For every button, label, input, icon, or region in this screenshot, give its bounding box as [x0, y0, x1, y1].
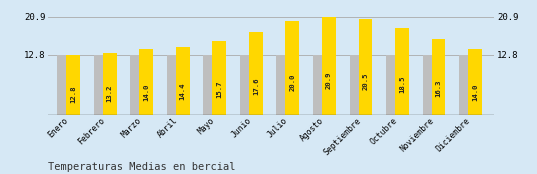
Bar — [94, 55, 114, 115]
Bar — [432, 38, 446, 115]
Text: 20.9: 20.9 — [326, 72, 332, 89]
Bar — [66, 55, 80, 115]
Bar — [57, 55, 77, 115]
Text: 16.3: 16.3 — [436, 79, 441, 97]
Text: 14.4: 14.4 — [180, 82, 186, 100]
Bar — [322, 17, 336, 115]
Bar — [130, 55, 150, 115]
Bar — [459, 55, 479, 115]
Bar — [359, 19, 372, 115]
Bar — [167, 55, 187, 115]
Text: 14.0: 14.0 — [472, 83, 478, 101]
Text: Temperaturas Medias en bercial: Temperaturas Medias en bercial — [48, 162, 236, 172]
Bar — [240, 55, 260, 115]
Bar — [286, 21, 299, 115]
Bar — [277, 55, 296, 115]
Text: 18.5: 18.5 — [399, 76, 405, 93]
Bar — [176, 47, 190, 115]
Text: 12.8: 12.8 — [70, 85, 76, 103]
Text: 20.0: 20.0 — [289, 73, 295, 91]
Bar — [468, 49, 482, 115]
Bar — [249, 32, 263, 115]
Bar — [212, 41, 226, 115]
Bar — [139, 49, 153, 115]
Bar — [395, 28, 409, 115]
Bar — [350, 55, 369, 115]
Text: 15.7: 15.7 — [216, 80, 222, 98]
Text: 20.5: 20.5 — [362, 73, 368, 90]
Bar — [386, 55, 406, 115]
Text: 17.6: 17.6 — [253, 77, 259, 95]
Bar — [204, 55, 223, 115]
Bar — [103, 53, 117, 115]
Bar — [423, 55, 442, 115]
Text: 14.0: 14.0 — [143, 83, 149, 101]
Bar — [313, 55, 333, 115]
Text: 13.2: 13.2 — [107, 84, 113, 102]
